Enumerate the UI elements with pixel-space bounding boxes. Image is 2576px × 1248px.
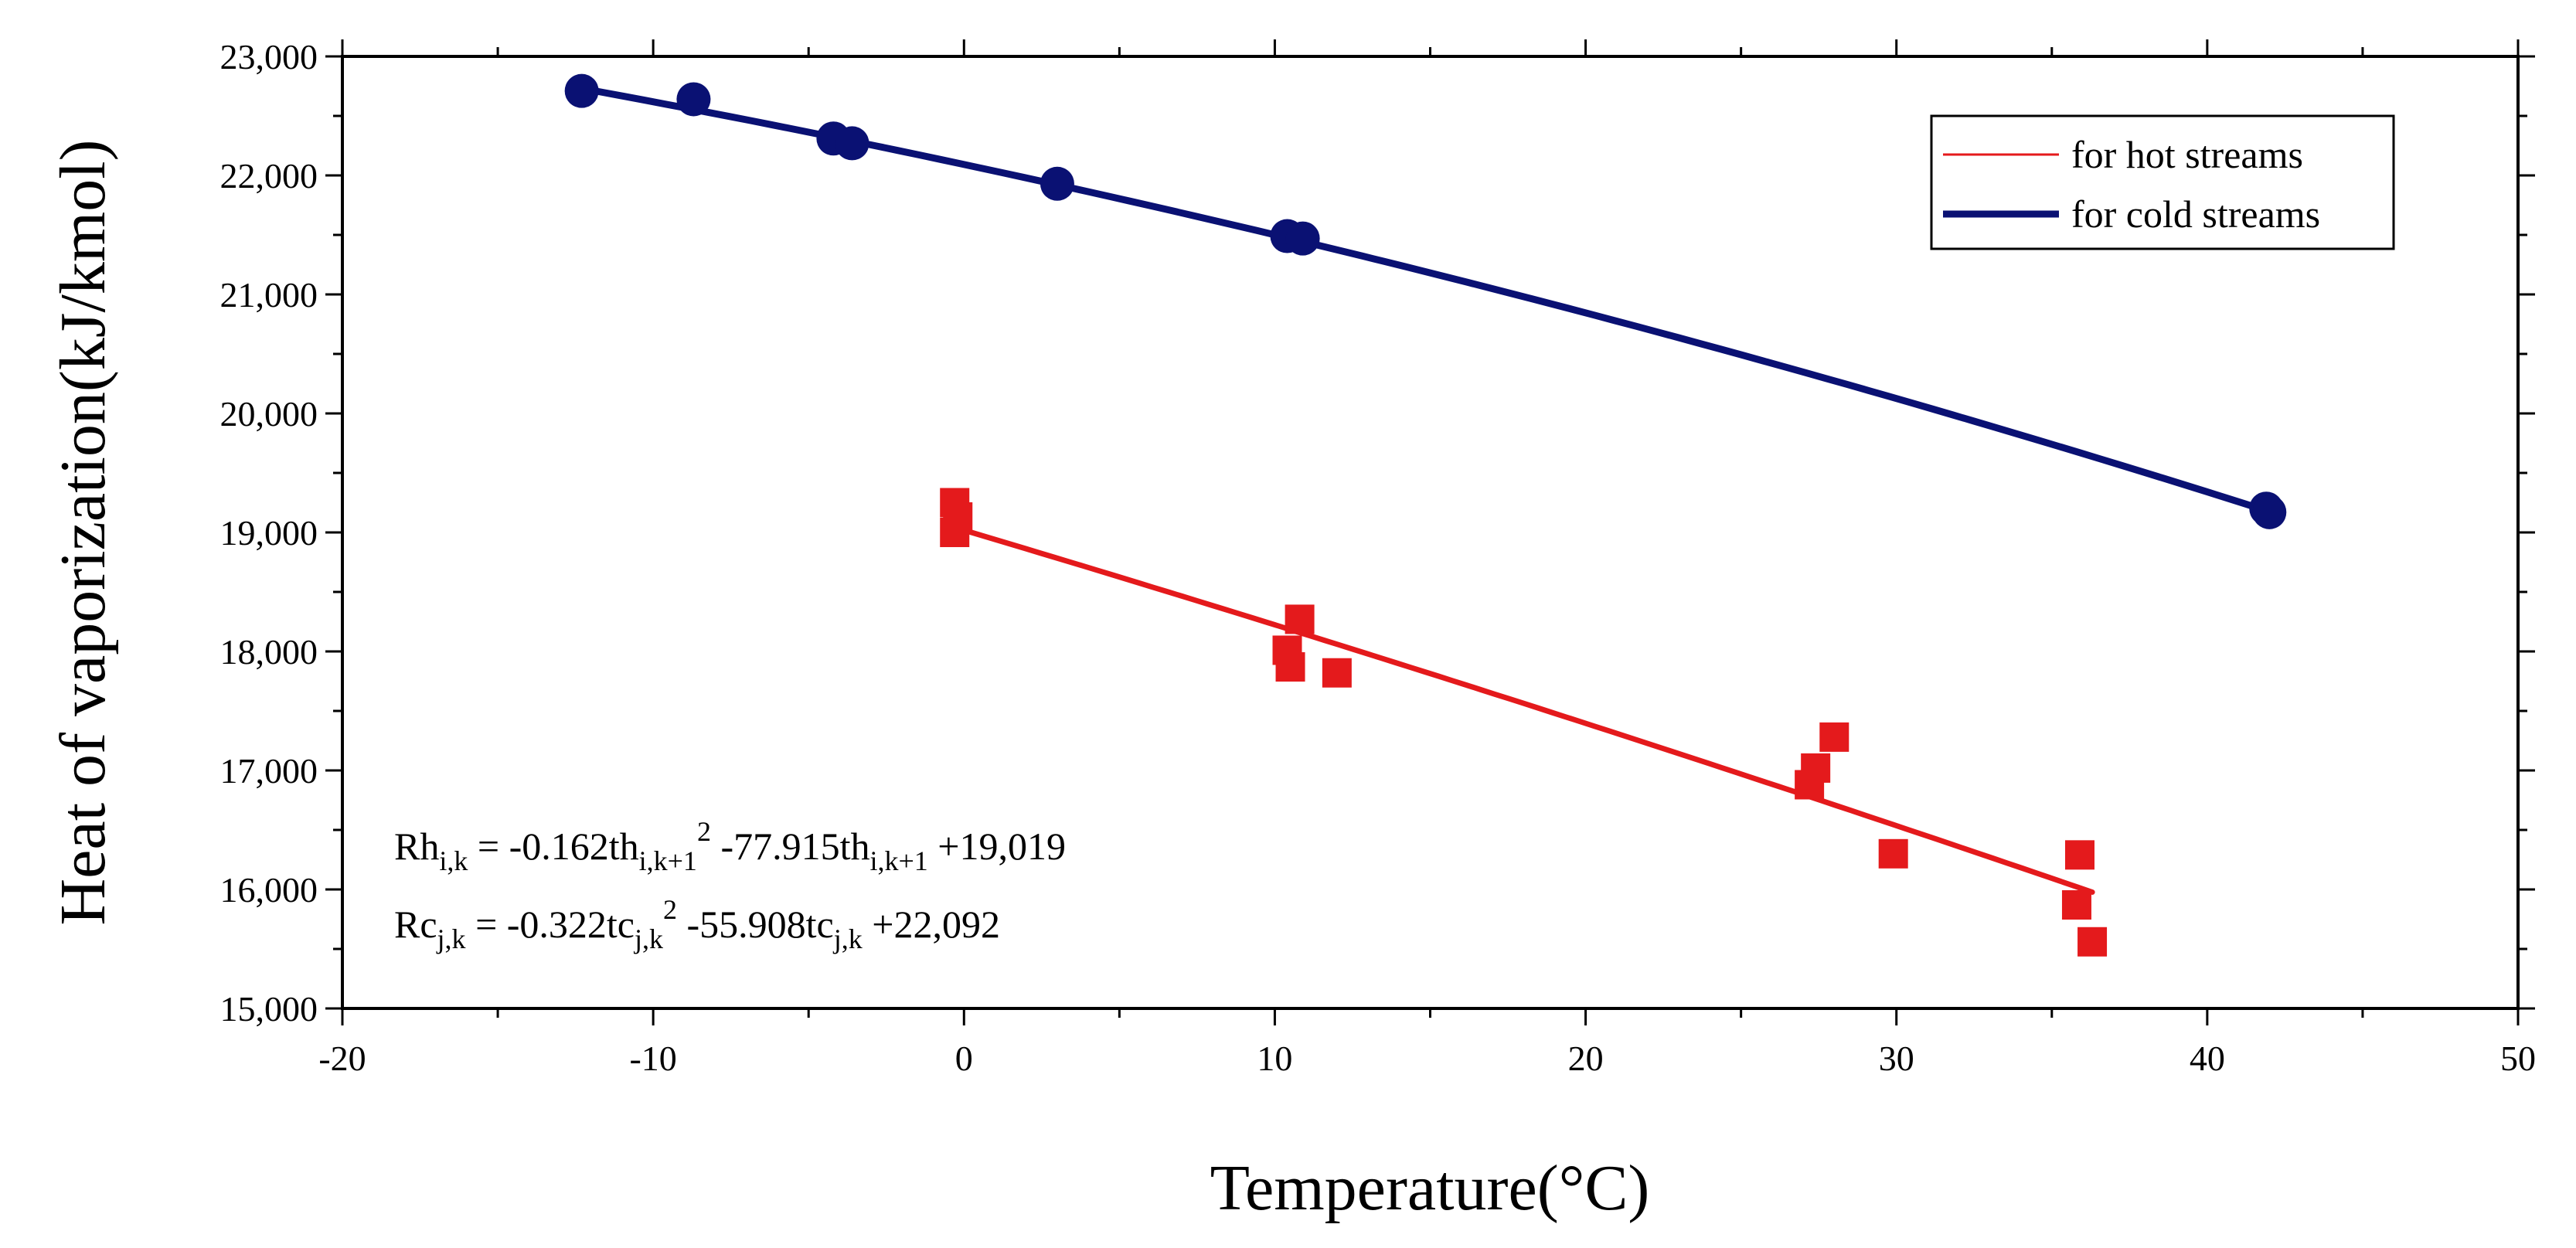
equation-cold-eq: = -0.322tc [466, 903, 635, 946]
equation-cold-sub1: j,k [633, 923, 663, 954]
equation-hot-prefix-sub: i,k [439, 845, 468, 876]
x-tick-labels: -20 -10 0 10 20 30 40 50 [318, 1039, 2536, 1078]
equation-hot-sub1: i,k+1 [639, 845, 697, 876]
x-tick-label: 10 [1257, 1039, 1292, 1078]
y-tick-labels: 15,000 16,000 17,000 18,000 19,000 20,000 21,0… [220, 37, 318, 1029]
equation-cold-prefix-sub: j,k [436, 923, 466, 954]
equation-hot-sub2: i,k+1 [869, 845, 927, 876]
fit-line-hot [951, 525, 2095, 895]
x-tick-label: 0 [955, 1039, 973, 1078]
data-points [564, 73, 2287, 957]
legend-box [1930, 114, 2395, 250]
point-hot [1819, 722, 1849, 752]
axis-ticks [325, 39, 2535, 1025]
point-hot [1322, 658, 1352, 688]
equation-cold-sup1: 2 [663, 894, 677, 925]
equation-cold-sub2: j,k [832, 923, 863, 954]
equation-hot-prefix: Rh [394, 825, 439, 868]
equation-cold-prefix: Rc [394, 903, 437, 946]
y-tick-label: 22,000 [220, 156, 318, 196]
y-tick-label: 21,000 [220, 275, 318, 315]
x-tick-label: -10 [629, 1039, 676, 1078]
point-hot [1275, 652, 1305, 682]
point-cold [2252, 495, 2287, 529]
y-tick-label: 20,000 [220, 394, 318, 434]
y-tick-label: 19,000 [220, 513, 318, 553]
point-hot [1878, 838, 1908, 869]
point-cold [1285, 221, 1320, 256]
y-tick-label: 17,000 [220, 751, 318, 791]
x-tick-label: -20 [318, 1039, 366, 1078]
legend-label-hot-streams: for hot streams [2071, 133, 2303, 176]
legend: for hot streams for cold streams [1930, 114, 2395, 250]
point-hot [2077, 927, 2108, 957]
y-tick-label: 16,000 [220, 870, 318, 910]
y-tick-label: 18,000 [220, 632, 318, 672]
x-tick-label: 40 [2190, 1039, 2225, 1078]
equation-hot: Rhi,k = -0.162thi,k+12 -77.915thi,k+1 +1… [394, 816, 1066, 876]
equation-hot-mid: -77.915th [711, 825, 870, 868]
point-cold [835, 126, 869, 161]
point-hot [1795, 770, 1825, 800]
equation-cold: Rcj,k = -0.322tcj,k2 -55.908tcj,k +22,09… [394, 894, 1000, 954]
equation-hot-tail: +19,019 [928, 825, 1066, 868]
point-hot [2064, 840, 2094, 870]
y-axis-title: Heat of vaporization(kJ/kmol) [47, 139, 119, 925]
x-tick-label: 50 [2500, 1039, 2536, 1078]
x-tick-label: 20 [1568, 1039, 1604, 1078]
x-axis-title: Temperature(°C) [1210, 1152, 1650, 1224]
y-tick-label: 15,000 [220, 989, 318, 1029]
point-hot [1285, 604, 1315, 634]
point-hot [2061, 890, 2091, 920]
legend-label-cold-streams: for cold streams [2071, 192, 2320, 236]
equation-hot-eq: = -0.162th [468, 825, 638, 868]
equation-cold-tail: +22,092 [863, 903, 1000, 946]
y-tick-label: 23,000 [220, 37, 318, 77]
point-hot [940, 518, 970, 547]
equation-hot-sup1: 2 [697, 816, 711, 847]
equation-cold-mid: -55.908tc [677, 903, 834, 946]
point-cold [676, 82, 711, 117]
x-tick-label: 30 [1879, 1039, 1914, 1078]
point-cold [564, 73, 599, 108]
point-cold [1040, 166, 1074, 201]
